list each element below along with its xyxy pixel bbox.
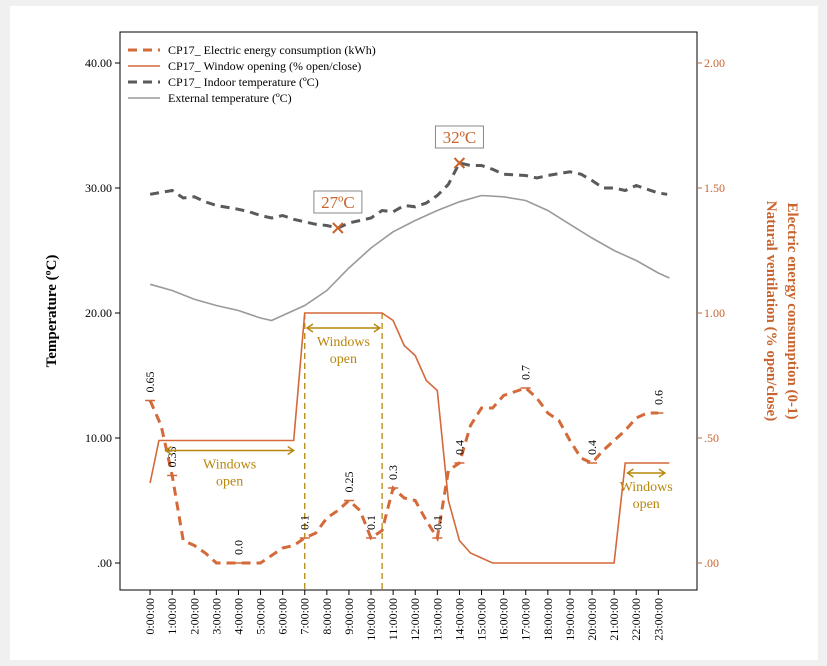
x-tick-label: 10:00:00 — [364, 598, 378, 641]
legend-label: CP17_ Electric energy consumption (kWh) — [168, 43, 376, 57]
x-tick-label: 15:00:00 — [475, 598, 489, 641]
y-tick-label: 40.00 — [85, 56, 112, 70]
note-arrow — [626, 468, 667, 478]
data-label: 0.6 — [651, 390, 665, 405]
y2-tick-label: .00 — [704, 556, 719, 570]
data-label: 0.1 — [364, 515, 378, 530]
callout-label: 32ºC — [443, 128, 477, 147]
y2-axis-label: Electric energy consumption (0-1) — [784, 202, 800, 419]
series-line — [149, 194, 670, 322]
series-line — [149, 312, 670, 564]
x-tick-label: 3:00:00 — [209, 598, 223, 635]
y-tick-label: 20.00 — [85, 306, 112, 320]
x-tick-label: 7:00:00 — [298, 598, 312, 635]
x-tick-label: 9:00:00 — [342, 598, 356, 635]
y2-tick-label: .50 — [704, 431, 719, 445]
data-label: 0.1 — [430, 515, 444, 530]
y2-tick-label: 2.00 — [704, 56, 725, 70]
data-label: 0.0 — [231, 540, 245, 555]
note-label: Windows open — [620, 480, 673, 512]
y-tick-label: 10.00 — [85, 431, 112, 445]
x-tick-label: 4:00:00 — [231, 598, 245, 635]
y2-tick-label: 1.50 — [704, 181, 725, 195]
x-tick-label: 12:00:00 — [408, 598, 422, 641]
x-tick-label: 1:00:00 — [165, 598, 179, 635]
y2-tick-label: 1.00 — [704, 306, 725, 320]
y2-axis-label: Natural ventilation (% open/close) — [763, 201, 779, 421]
y-axis-label: Temperature (ºC) — [44, 255, 60, 368]
note-label: Windows open — [203, 458, 256, 490]
x-tick-label: 0:00:00 — [143, 598, 157, 635]
legend-label: External temperature (ºC) — [168, 91, 292, 105]
note-arrow — [305, 323, 382, 333]
callout-box — [313, 190, 363, 214]
panel — [10, 6, 818, 660]
x-tick-label: 22:00:00 — [629, 598, 643, 641]
legend-label: CP17_ Window opening (% open/close) — [168, 59, 361, 73]
x-tick-label: 19:00:00 — [563, 598, 577, 641]
x-tick-label: 6:00:00 — [276, 598, 290, 635]
data-label: 0.1 — [298, 515, 312, 530]
note-label: Windows open — [317, 335, 370, 367]
legend-label: CP17_ Indoor temperature (ºC) — [168, 75, 319, 89]
x-tick-label: 13:00:00 — [430, 598, 444, 641]
x-tick-label: 20:00:00 — [585, 598, 599, 641]
note-arrow — [164, 445, 295, 456]
x-tick-label: 11:00:00 — [386, 598, 400, 640]
data-label: 0.7 — [519, 365, 533, 380]
data-label: 0.25 — [342, 472, 356, 493]
callout-marker — [332, 222, 344, 234]
x-tick-label: 23:00:00 — [651, 598, 665, 641]
data-label: 0.3 — [386, 465, 400, 480]
x-tick-label: 18:00:00 — [541, 598, 555, 641]
data-label: 0.4 — [452, 440, 466, 455]
callout-box — [434, 125, 484, 149]
x-tick-label: 16:00:00 — [497, 598, 511, 641]
y-tick-label: .00 — [97, 556, 112, 570]
x-tick-label: 2:00:00 — [187, 598, 201, 635]
series-line — [149, 161, 668, 230]
callout-label: 27ºC — [321, 193, 355, 212]
callout-marker — [453, 157, 466, 169]
x-tick-label: 14:00:00 — [452, 598, 466, 641]
x-tick-label: 8:00:00 — [320, 598, 334, 635]
data-label: 0.4 — [585, 440, 599, 455]
x-tick-label: 17:00:00 — [519, 598, 533, 641]
y-tick-label: 30.00 — [85, 181, 112, 195]
plot-frame — [119, 31, 698, 591]
x-tick-label: 5:00:00 — [254, 598, 268, 635]
data-label: 0.65 — [143, 372, 157, 393]
x-tick-label: 21:00:00 — [607, 598, 621, 641]
